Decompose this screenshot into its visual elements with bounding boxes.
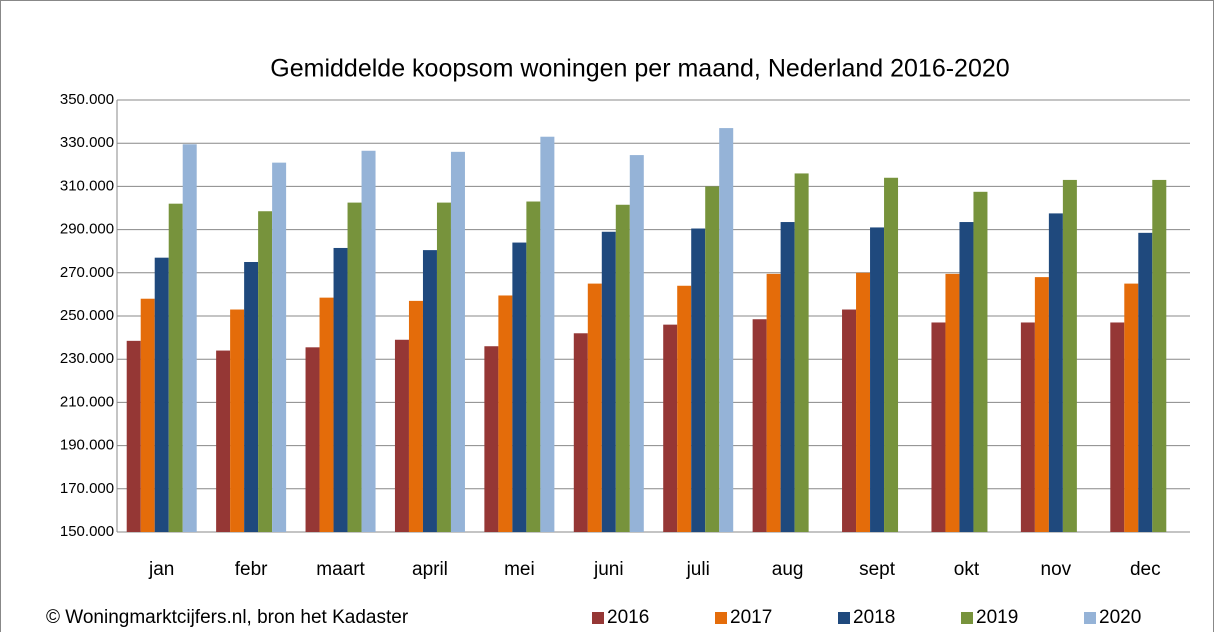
bar [1020, 322, 1035, 532]
bar [884, 177, 899, 532]
bar [601, 231, 616, 532]
x-tick-label: juni [593, 559, 624, 580]
bar [945, 273, 960, 532]
bar [216, 350, 231, 532]
bar [1152, 179, 1167, 533]
x-tick-label: sept [859, 559, 896, 580]
bar [615, 204, 630, 532]
x-tick-label: aug [772, 559, 804, 580]
bar [1062, 179, 1077, 533]
bar [931, 322, 946, 532]
y-tick-label: 350.000 [60, 91, 114, 108]
bar [705, 186, 720, 532]
x-tick-label: maart [316, 559, 365, 580]
x-tick-label: nov [1041, 559, 1072, 580]
legend-label: 2017 [730, 607, 772, 628]
legend-label: 2016 [607, 607, 649, 628]
legend-swatch [715, 612, 727, 624]
bar [498, 295, 513, 532]
bar [512, 242, 527, 532]
bar [629, 155, 644, 532]
x-tick-label: febr [235, 559, 268, 580]
bar [1048, 213, 1063, 532]
y-tick-label: 310.000 [60, 177, 114, 194]
x-tick-label: april [412, 559, 448, 580]
bar [1138, 232, 1153, 532]
bar [361, 150, 376, 532]
y-tick-label: 150.000 [60, 523, 114, 540]
bar [230, 309, 245, 532]
legend-label: 2019 [976, 607, 1018, 628]
bar [258, 211, 273, 533]
bar [126, 340, 141, 532]
legend-swatch [1084, 612, 1096, 624]
bar [526, 201, 541, 532]
bar [663, 324, 678, 532]
bar [140, 298, 155, 532]
chart-title: Gemiddelde koopsom woningen per maand, N… [270, 55, 1009, 83]
bar [422, 250, 437, 532]
bar [842, 309, 857, 532]
bar [1110, 322, 1125, 532]
bar [484, 346, 499, 532]
bar [1124, 283, 1139, 532]
x-tick-label: juli [686, 559, 710, 580]
bar [752, 319, 767, 532]
x-tick-label: dec [1130, 559, 1161, 580]
bar [856, 272, 871, 532]
legend-label: 2018 [853, 607, 895, 628]
bar [719, 128, 734, 532]
bar [870, 227, 885, 532]
legend-swatch [961, 612, 973, 624]
bar [347, 202, 362, 532]
x-tick-label: okt [954, 559, 980, 580]
y-tick-label: 230.000 [60, 350, 114, 367]
y-tick-label: 190.000 [60, 437, 114, 454]
y-tick-label: 250.000 [60, 307, 114, 324]
bar [436, 202, 451, 532]
y-tick-label: 210.000 [60, 393, 114, 410]
bar [408, 300, 423, 532]
bar [959, 222, 974, 533]
bar [319, 297, 334, 532]
source-note: © Woningmarktcijfers.nl, bron het Kadast… [46, 607, 409, 628]
bar [154, 257, 169, 532]
bar [573, 333, 588, 532]
bar [272, 162, 287, 532]
bar [766, 273, 781, 532]
bar [182, 144, 197, 532]
bar [691, 228, 706, 532]
bar [540, 136, 555, 532]
bar [394, 339, 409, 532]
bar [794, 173, 809, 532]
y-tick-label: 330.000 [60, 134, 114, 151]
x-tick-label: jan [148, 559, 174, 580]
bar [305, 347, 320, 532]
bar [168, 203, 183, 532]
bar [333, 247, 348, 532]
legend-label: 2020 [1099, 607, 1141, 628]
bar [1034, 277, 1049, 532]
bar [677, 285, 692, 532]
bar [973, 191, 988, 533]
y-tick-label: 270.000 [60, 264, 114, 281]
bar [450, 151, 465, 532]
legend-swatch [592, 612, 604, 624]
legend-swatch [838, 612, 850, 624]
bar [587, 283, 602, 532]
x-tick-label: mei [504, 559, 535, 580]
bar [780, 222, 795, 533]
y-tick-label: 290.000 [60, 221, 114, 238]
bar [244, 262, 259, 532]
y-tick-label: 170.000 [60, 480, 114, 497]
